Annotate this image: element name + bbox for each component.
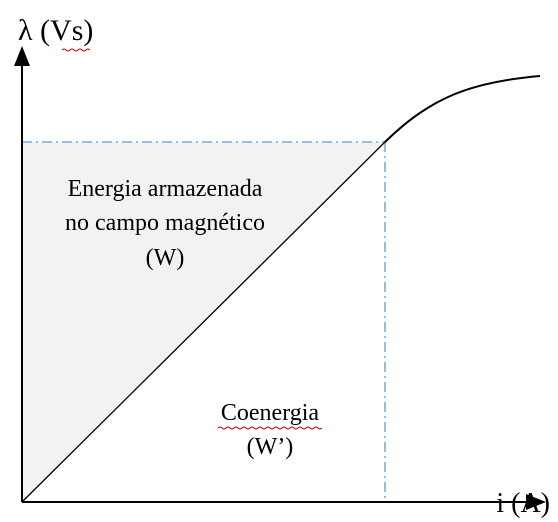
x-arrow xyxy=(526,494,546,510)
energy-label: Energia armazenada xyxy=(68,176,263,202)
energy-label: no campo magnético xyxy=(65,210,265,236)
energy-label: (W) xyxy=(146,245,185,271)
coenergy-label: Coenergia xyxy=(221,400,320,426)
coenergy-label: (W’) xyxy=(247,434,294,460)
y-arrow xyxy=(14,46,30,66)
linear-curve xyxy=(21,141,386,503)
y-axis-label: λ (Vs) xyxy=(18,14,93,47)
spell-mark xyxy=(217,426,323,430)
saturation-curve xyxy=(384,75,541,143)
x-axis-label: i (A) xyxy=(496,488,550,519)
spell-mark xyxy=(61,48,91,52)
